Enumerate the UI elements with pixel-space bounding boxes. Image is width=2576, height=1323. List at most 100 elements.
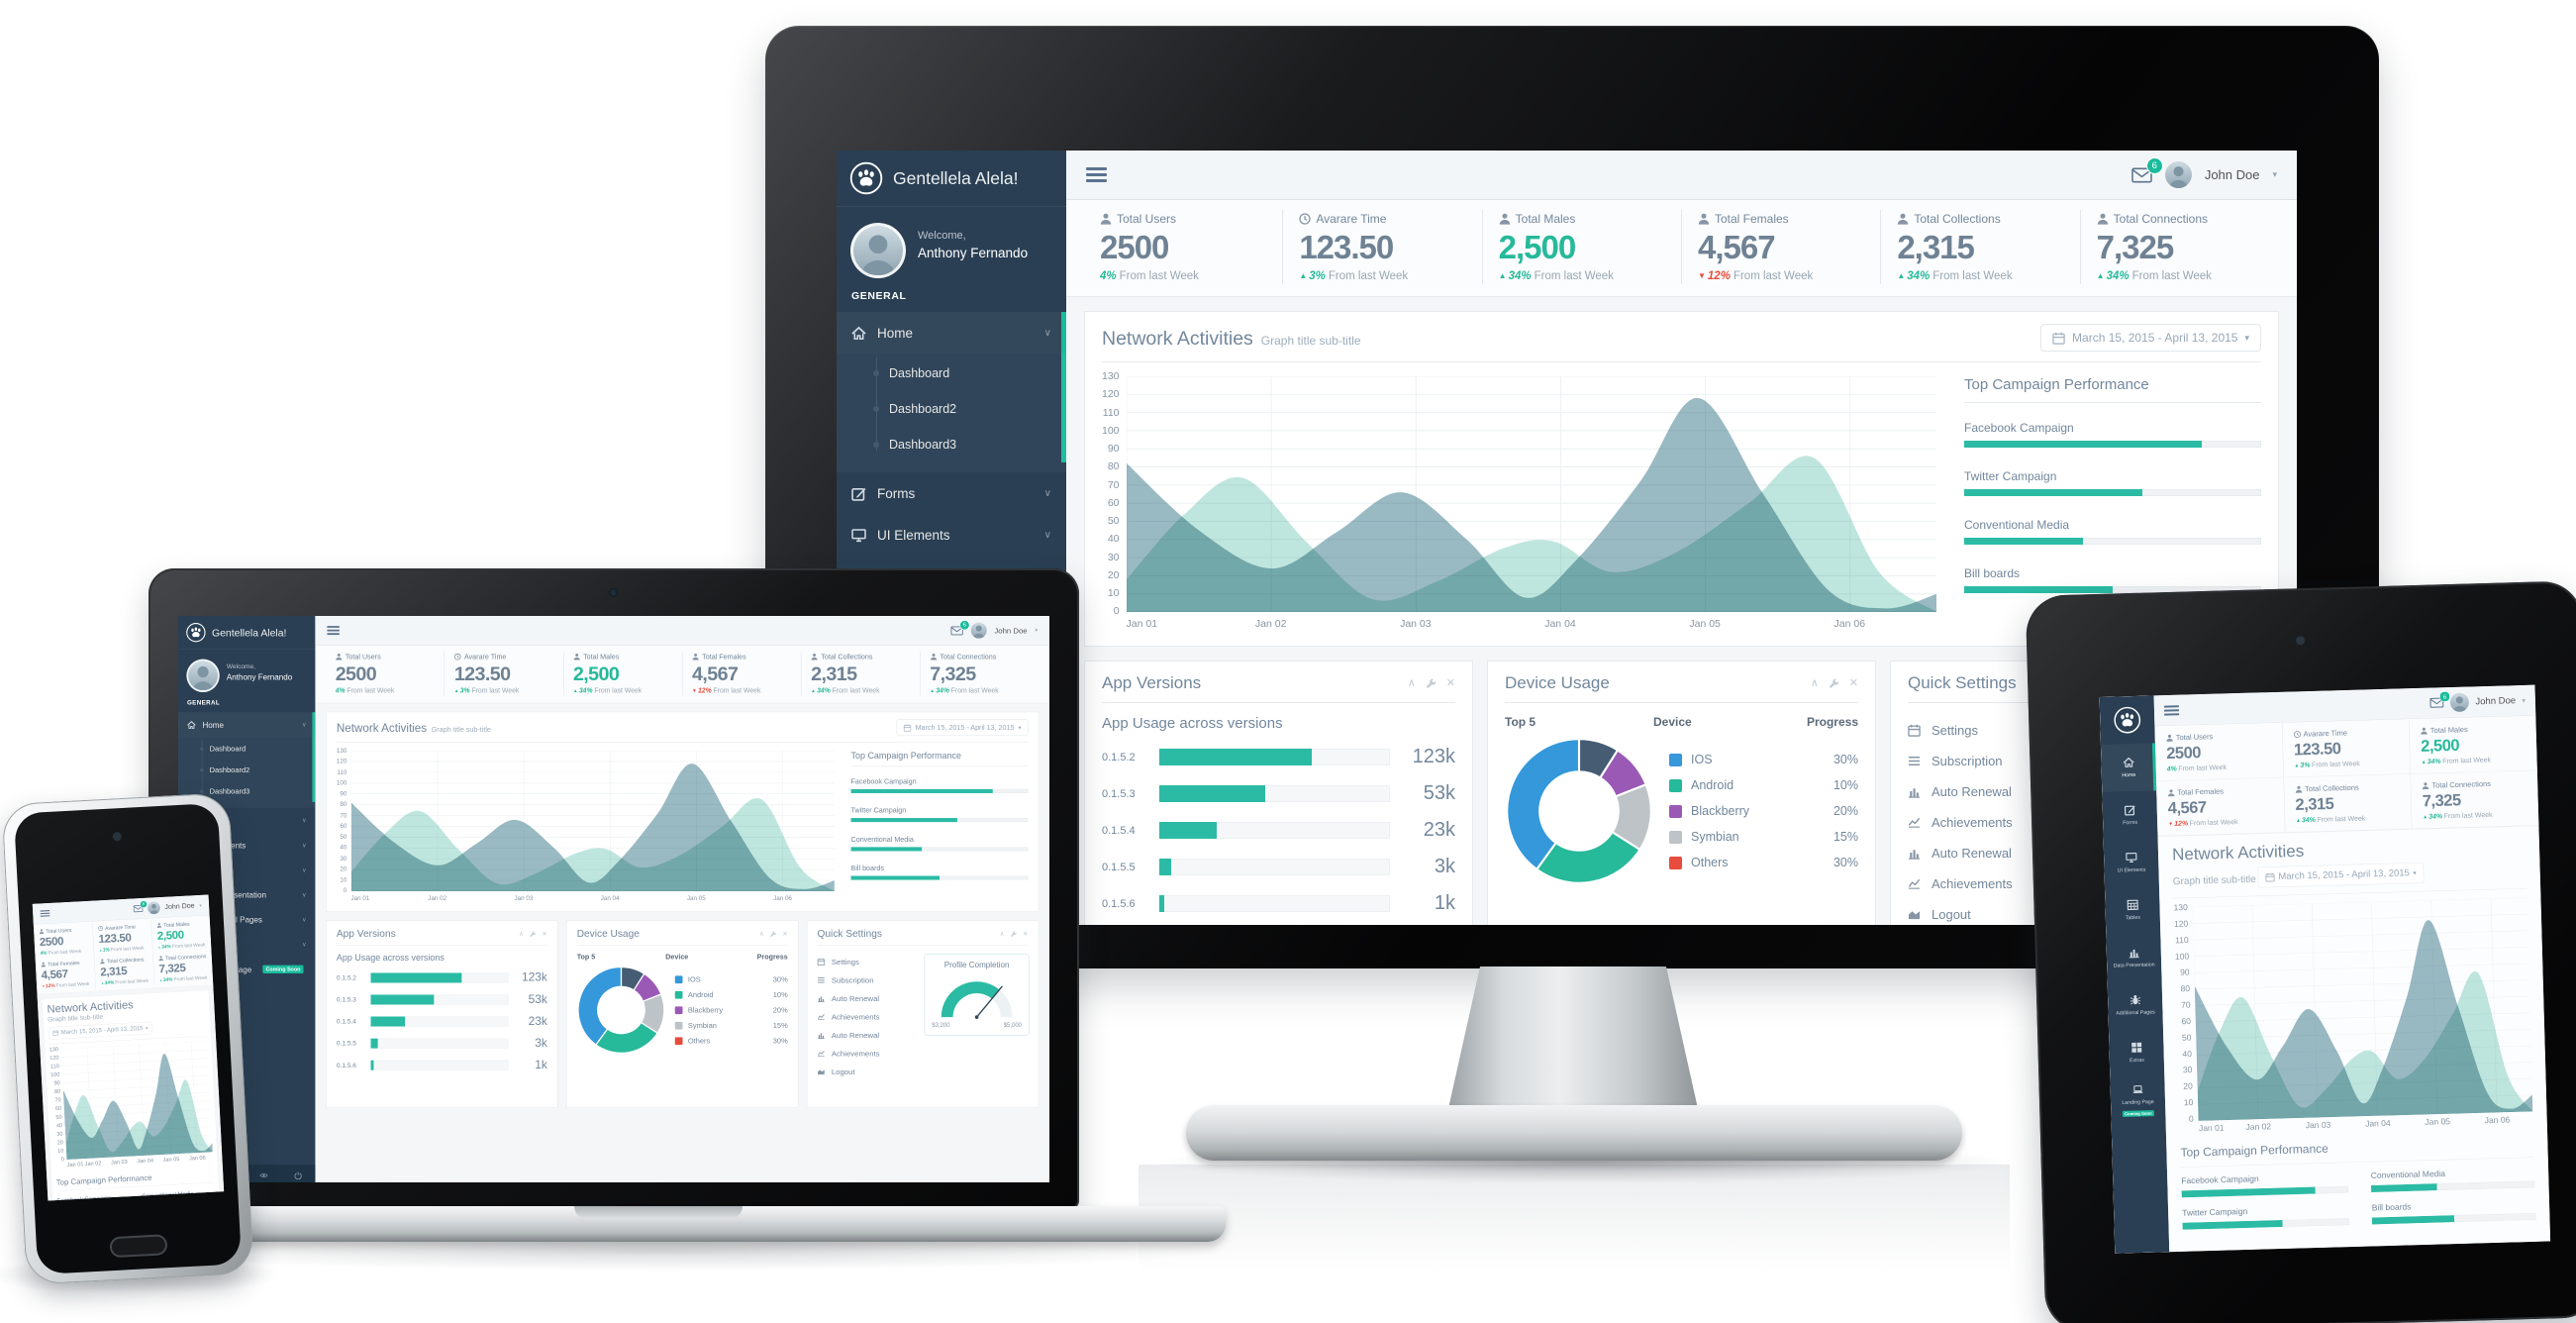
quick-settings-subscription[interactable]: Subscription	[818, 971, 1029, 989]
progress-bar	[1964, 538, 2261, 545]
stat-value: 2,315	[811, 662, 857, 685]
sidebar-subitem-dashboard[interactable]: Dashboard	[837, 356, 1066, 391]
sidebar-subitem-dashboard2[interactable]: Dashboard2	[837, 391, 1066, 427]
messages-button[interactable]: 6	[2429, 691, 2450, 708]
app-version-row: 0.1.5.2 123k	[1102, 746, 1455, 767]
x-tick-label: Jan 05	[686, 894, 706, 902]
power-icon[interactable]	[281, 1165, 316, 1182]
wrench-icon[interactable]	[770, 931, 777, 938]
quick-settings-achievements[interactable]: Achievements	[818, 1008, 1029, 1026]
y-tick-label: 70	[2180, 1000, 2191, 1010]
wrench-icon[interactable]	[1829, 678, 1839, 689]
sidebar-item-ui-elements[interactable]: UI Elements ∨	[2104, 838, 2159, 887]
collapse-icon[interactable]: ∧	[519, 930, 524, 938]
clock-icon	[2293, 731, 2301, 739]
quick-settings-logout[interactable]: Logout	[1908, 899, 2261, 925]
sidebar-item-home[interactable]: Home ∨	[2100, 743, 2157, 792]
quick-settings-auto-renewal[interactable]: Auto Renewal	[1908, 838, 2261, 868]
laptop-icon	[2132, 1085, 2143, 1094]
sidebar-item-landing-page[interactable]: Landing Page Coming Soon	[2110, 1075, 2165, 1125]
gauge-needle	[975, 985, 1003, 1018]
collapse-icon[interactable]: ∧	[758, 930, 764, 938]
date-range-picker[interactable]: March 15, 2015 - April 13, 2015 ▾	[2257, 862, 2425, 888]
user-name: Anthony Fernando	[226, 672, 293, 682]
app-version-row: 0.1.5.2 123k	[336, 970, 547, 984]
quick-settings-achievements[interactable]: Achievements	[1908, 807, 2261, 838]
quick-settings-auto-renewal[interactable]: Auto Renewal	[818, 1026, 1029, 1044]
close-icon[interactable]: ✕	[782, 930, 788, 938]
date-range-picker[interactable]: March 15, 2015 - April 13, 2015 ▾	[2040, 324, 2261, 352]
user-icon	[158, 956, 163, 962]
menu-toggle-icon[interactable]	[40, 909, 50, 919]
wrench-icon[interactable]	[530, 931, 537, 938]
avatar[interactable]	[850, 223, 906, 278]
y-tick-label: 110	[50, 1063, 60, 1070]
messages-button[interactable]: 6	[133, 900, 148, 913]
eye-icon[interactable]	[247, 1165, 281, 1182]
user-menu[interactable]: John Doe	[2204, 167, 2260, 182]
sidebar-item-tables[interactable]: Tables ∨	[2105, 885, 2160, 935]
avatar[interactable]	[2164, 161, 2192, 188]
menu-toggle-icon[interactable]	[327, 624, 340, 637]
donut-legend: IOS 30% Android 10% Blackberry 20% Symbian 1…	[674, 966, 788, 1052]
wrench-icon[interactable]	[1426, 678, 1437, 689]
sidebar-item-home[interactable]: Home ∨	[178, 712, 316, 738]
sidebar-subitem-dashboard3[interactable]: Dashboard3	[837, 427, 1066, 462]
quick-settings-achievements[interactable]: Achievements	[1908, 868, 2261, 899]
sidebar-item-data-presentation[interactable]: Data Presentation ∨	[2106, 933, 2161, 982]
sidebar-item-extras[interactable]: Extras ∨	[2109, 1028, 2164, 1077]
sidebar-item-forms[interactable]: Forms ∨	[837, 472, 1066, 514]
menu-section-label: GENERAL	[851, 290, 907, 302]
network-activities-panel: Network Activities Graph title sub-title…	[326, 711, 1040, 912]
paw-icon	[2113, 706, 2141, 735]
stat-value: 4,567	[1697, 229, 1776, 265]
close-icon[interactable]: ✕	[1445, 676, 1455, 689]
sidebar-item-ui-elements[interactable]: UI Elements ∨	[837, 514, 1066, 556]
date-range-picker[interactable]: March 15, 2015 - April 13, 2015 ▾	[896, 719, 1029, 737]
welcome-label: Welcome,	[226, 662, 255, 670]
sidebar-subitem-dashboard2[interactable]: Dashboard2	[178, 760, 315, 780]
quick-settings-achievements[interactable]: Achievements	[818, 1045, 1029, 1063]
collapse-icon[interactable]: ∧	[1810, 676, 1819, 689]
brand[interactable]: Gentellela Alela!	[2100, 695, 2155, 745]
close-icon[interactable]: ✕	[1023, 930, 1029, 938]
sidebar-item-home[interactable]: Home ∨	[837, 312, 1066, 354]
legend-item: Symbian 15%	[674, 1021, 788, 1030]
quick-settings-settings[interactable]: Settings	[817, 953, 1029, 970]
date-range-picker[interactable]: March 15, 2015 - April 13, 2015 ▾	[48, 1021, 153, 1040]
quick-settings-settings[interactable]: Settings	[1908, 715, 2261, 746]
user-menu[interactable]: John Doe	[994, 626, 1028, 636]
panel-title: Network Activities	[1102, 327, 1253, 350]
quick-settings-subscription[interactable]: Subscription	[1908, 746, 2261, 776]
user-menu[interactable]: John Doe	[2475, 694, 2517, 707]
quick-settings-logout[interactable]: Logout	[818, 1063, 1029, 1080]
sidebar-item-forms[interactable]: Forms ∨	[2102, 790, 2157, 840]
avatar[interactable]	[970, 622, 987, 639]
brand[interactable]: Gentellela Alela!	[837, 151, 1066, 207]
brand[interactable]: Gentellela Alela!	[178, 616, 316, 651]
stat-value: 7,325	[158, 961, 186, 975]
sidebar-subitem-dashboard3[interactable]: Dashboard3	[178, 780, 315, 801]
avatar[interactable]	[186, 659, 220, 692]
close-icon[interactable]: ✕	[542, 930, 547, 938]
campaign-bill-boards: Bill boards	[850, 865, 1029, 880]
messages-button[interactable]: 6	[950, 619, 970, 636]
home-button[interactable]	[109, 1234, 168, 1259]
wrench-icon[interactable]	[1010, 931, 1017, 938]
menu-toggle-icon[interactable]	[2163, 703, 2180, 717]
stat-total-collections: Total Collections 2,315 ▲34%From last We…	[2283, 773, 2413, 833]
collapse-icon[interactable]: ∧	[999, 930, 1005, 938]
close-icon[interactable]: ✕	[1848, 676, 1858, 689]
messages-button[interactable]: 6	[2131, 156, 2163, 183]
quick-settings-auto-renewal[interactable]: Auto Renewal	[1908, 776, 2261, 807]
user-menu[interactable]: John Doe	[164, 901, 195, 911]
avatar[interactable]	[2449, 692, 2470, 712]
progress-bar	[1159, 749, 1390, 765]
sidebar-subitem-dashboard[interactable]: Dashboard	[178, 738, 315, 759]
quick-settings-auto-renewal[interactable]: Auto Renewal	[818, 989, 1029, 1007]
sidebar-item-additional-pages[interactable]: Additional Pages ∨	[2108, 980, 2163, 1030]
menu-toggle-icon[interactable]	[1086, 164, 1107, 185]
collapse-icon[interactable]: ∧	[1407, 676, 1416, 689]
avatar[interactable]	[147, 901, 160, 915]
